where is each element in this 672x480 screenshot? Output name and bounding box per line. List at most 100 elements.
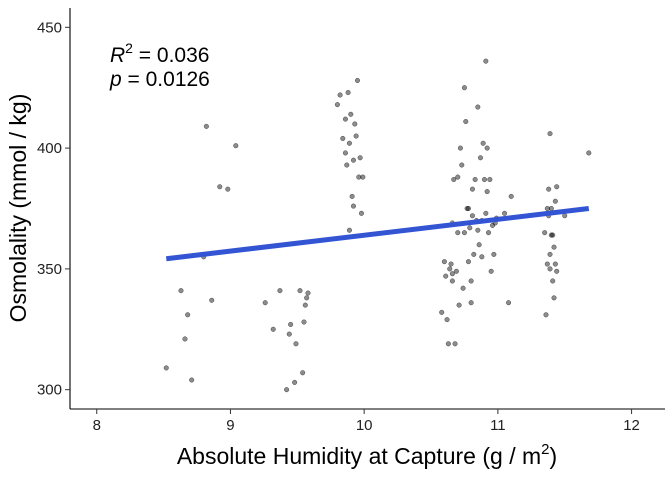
- data-point: [352, 121, 358, 127]
- data-point: [449, 278, 455, 284]
- data-point: [357, 155, 363, 161]
- axes: [69, 8, 665, 410]
- data-point: [479, 254, 485, 260]
- data-point: [562, 213, 568, 219]
- x-axis-title-end: ): [550, 443, 558, 469]
- data-point: [487, 176, 493, 183]
- data-point: [551, 295, 557, 301]
- data-point: [543, 312, 549, 318]
- data-point: [484, 145, 490, 151]
- data-point: [225, 186, 231, 192]
- data-point: [346, 140, 352, 146]
- data-point: [302, 302, 308, 308]
- data-point: [305, 290, 311, 296]
- data-point: [554, 268, 560, 274]
- p-label: p: [109, 68, 122, 91]
- data-point: [203, 123, 209, 129]
- data-point: [182, 336, 188, 342]
- data-point: [447, 266, 453, 272]
- data-point: [491, 251, 497, 257]
- y-tick-label: 400: [37, 140, 62, 157]
- data-point: [293, 341, 299, 347]
- data-point: [468, 300, 474, 306]
- data-point: [468, 278, 474, 284]
- data-point: [345, 89, 351, 96]
- data-point: [284, 387, 290, 393]
- data-point: [445, 341, 451, 347]
- data-point: [471, 251, 477, 257]
- data-point: [483, 210, 489, 216]
- data-point: [300, 370, 306, 376]
- data-point: [349, 193, 355, 199]
- data-point: [262, 300, 268, 306]
- y-tick-label: 450: [37, 19, 62, 36]
- ticks: 8 9 10 11 12 300 350 400 450: [37, 19, 640, 434]
- data-points: [163, 58, 592, 393]
- data-point: [189, 377, 195, 383]
- data-point: [552, 198, 558, 204]
- data-point: [337, 92, 343, 98]
- x-axis-title-text: Absolute Humidity at Capture (g / m: [177, 443, 541, 469]
- data-point: [439, 309, 445, 315]
- data-point: [178, 288, 184, 294]
- data-point: [475, 104, 481, 110]
- data-point: [292, 379, 298, 385]
- data-point: [488, 268, 494, 274]
- data-point: [233, 143, 239, 149]
- x-tick-label: 12: [623, 417, 640, 434]
- data-point: [441, 259, 447, 265]
- data-point: [469, 213, 476, 219]
- data-point: [344, 162, 350, 168]
- data-point: [472, 176, 478, 183]
- data-point: [544, 261, 550, 267]
- x-axis-title: Absolute Humidity at Capture (g / m2): [177, 441, 557, 469]
- data-point: [477, 155, 484, 161]
- data-point: [346, 227, 352, 233]
- data-point: [465, 205, 471, 212]
- data-point: [547, 266, 553, 272]
- data-point: [455, 174, 461, 180]
- y-tick-label: 350: [37, 261, 62, 278]
- data-point: [455, 230, 461, 236]
- data-point: [360, 174, 366, 180]
- r2-value: = 0.036: [133, 44, 209, 67]
- data-point: [451, 176, 457, 183]
- data-point: [551, 244, 557, 250]
- data-point: [467, 225, 473, 231]
- data-point: [288, 321, 294, 328]
- data-point: [453, 268, 459, 274]
- r2-label: R: [110, 44, 125, 67]
- x-tick-label: 9: [226, 417, 234, 434]
- data-point: [502, 210, 508, 216]
- data-point: [586, 150, 592, 156]
- data-point: [461, 85, 467, 91]
- x-tick-label: 8: [93, 417, 101, 434]
- data-point: [480, 140, 486, 146]
- data-point: [286, 331, 292, 337]
- data-point: [449, 271, 455, 277]
- data-point: [301, 319, 307, 325]
- data-point: [456, 302, 462, 308]
- data-point: [163, 365, 169, 371]
- y-axis-title: Osmolality (mmol / kg): [5, 94, 31, 323]
- data-point: [463, 118, 469, 125]
- data-point: [348, 111, 354, 117]
- data-point: [481, 176, 488, 183]
- data-point: [353, 133, 359, 139]
- data-point: [304, 295, 310, 301]
- data-point: [459, 162, 465, 168]
- data-point: [358, 210, 365, 216]
- data-point: [550, 278, 556, 284]
- data-point: [542, 230, 548, 236]
- r2-annotation: R2 = 0.036: [110, 40, 209, 67]
- data-point: [356, 174, 362, 180]
- data-point: [342, 116, 348, 122]
- data-point: [270, 326, 276, 332]
- data-point: [547, 131, 553, 137]
- data-point: [350, 203, 357, 209]
- data-point: [342, 150, 348, 156]
- data-point: [444, 317, 450, 323]
- data-point: [340, 135, 346, 141]
- x-tick-label: 10: [356, 417, 373, 434]
- data-point: [464, 205, 470, 212]
